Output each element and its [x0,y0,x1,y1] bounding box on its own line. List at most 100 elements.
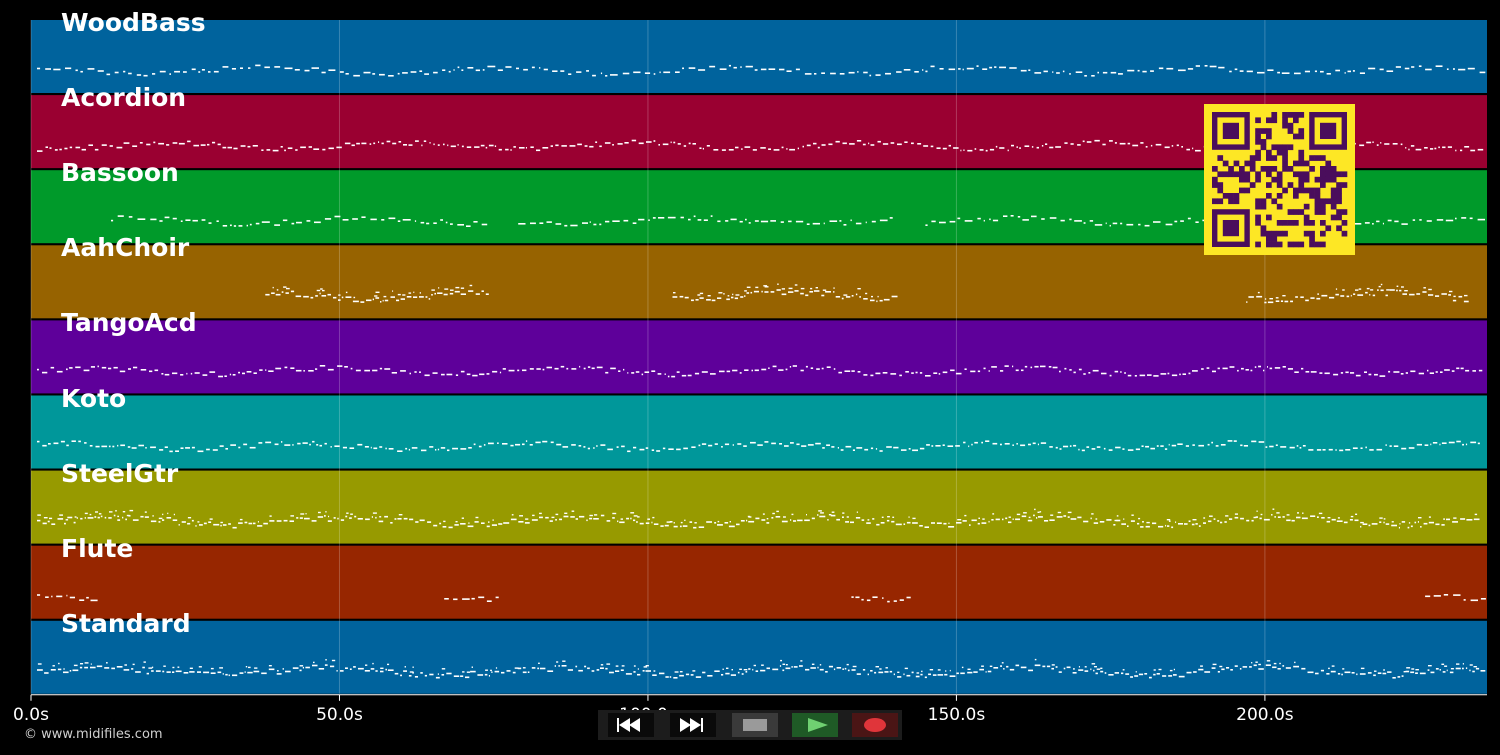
note [169,73,171,75]
note [708,444,713,447]
stop-button[interactable] [730,712,780,738]
note [681,374,687,377]
note [1414,521,1417,524]
note [652,217,656,219]
note [1039,511,1042,513]
qr-module [1260,203,1267,210]
note [726,298,730,301]
note [391,372,397,374]
note [1324,372,1330,375]
note [746,292,750,294]
note [1003,215,1008,217]
fast-forward-button[interactable] [668,712,718,738]
qr-module [1266,149,1272,156]
note [1282,516,1285,518]
note [510,518,517,521]
qr-module [1298,128,1305,134]
note [684,519,686,521]
note [1003,668,1005,670]
note [1201,368,1204,370]
play-button[interactable] [790,712,840,738]
note [372,369,378,372]
note [1006,665,1009,668]
note [305,666,310,669]
note [238,446,241,449]
note [172,142,178,144]
note [349,517,352,519]
note [623,219,629,222]
note [1083,222,1086,224]
note [146,672,149,675]
note [1066,666,1071,669]
note [357,518,363,520]
note [210,667,214,670]
note [627,450,631,453]
track-lane-background [31,395,1487,469]
note [887,600,890,603]
qr-module [1228,166,1234,172]
note [931,445,934,447]
note [1169,669,1173,672]
qr-module [1276,171,1283,178]
note [1051,664,1055,666]
note [1073,668,1075,670]
note [1385,294,1388,297]
note [633,515,638,517]
note [1116,519,1121,522]
note [1441,663,1445,665]
note [812,222,820,225]
note [253,670,260,673]
note [658,217,665,219]
rewind-button[interactable] [606,712,656,738]
qr-module [1320,209,1326,215]
note [253,372,257,374]
note [1360,521,1364,524]
note [353,296,356,299]
note [781,146,784,149]
note [1010,215,1014,217]
note [1130,520,1135,522]
note [514,667,519,669]
qr-code-icon[interactable] [1204,104,1355,255]
qr-module [1255,214,1261,221]
note [644,72,651,74]
record-button[interactable] [850,712,900,738]
note [1458,295,1463,298]
qr-module [1266,241,1272,248]
note [380,670,384,673]
note [409,518,414,521]
note [977,522,980,525]
note [412,666,414,668]
note [591,367,595,370]
note [1317,516,1319,518]
note [881,516,884,518]
note [1301,517,1308,520]
note [793,520,797,522]
note [1072,672,1077,674]
note [822,447,825,449]
note [889,217,893,219]
note [1453,295,1456,298]
note [287,147,293,149]
note [275,367,282,370]
note [361,142,367,145]
note [569,145,576,147]
note [213,523,220,526]
note [1164,146,1170,149]
note [1475,667,1480,670]
note [1246,70,1253,73]
note [69,367,73,369]
note [1090,668,1092,671]
note [1239,668,1242,670]
note [350,513,353,515]
note [289,520,294,522]
note [1428,521,1434,524]
note [791,513,794,516]
note [248,522,253,525]
note [280,146,283,148]
note [560,70,565,72]
note [1315,672,1319,675]
note [87,517,94,519]
note [1230,669,1233,671]
note [1063,445,1069,448]
